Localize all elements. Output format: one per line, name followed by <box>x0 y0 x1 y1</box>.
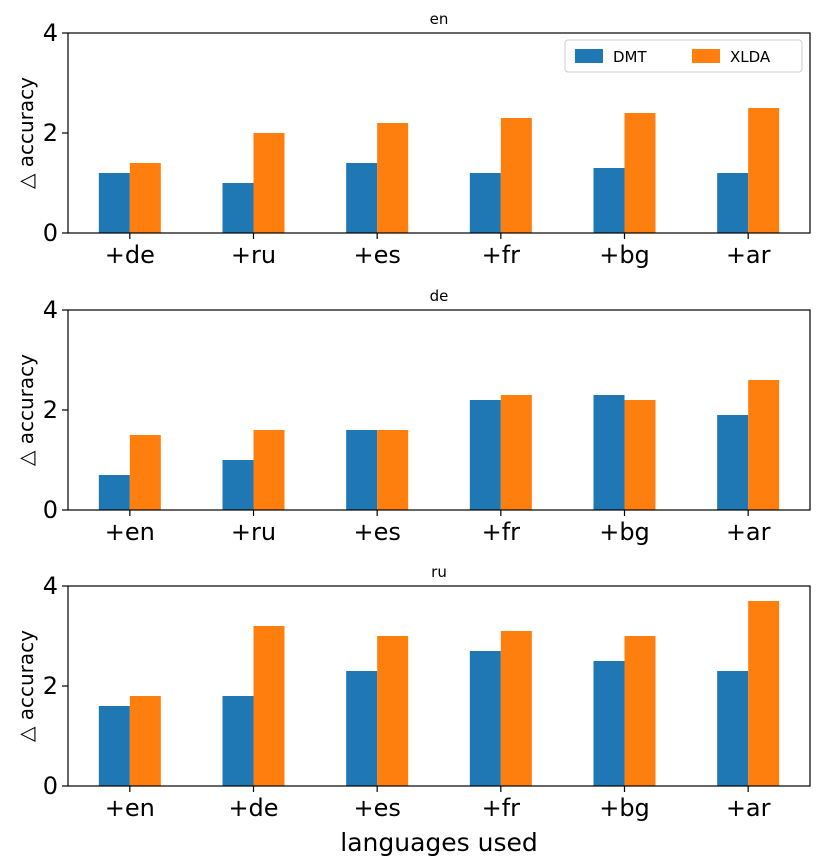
bar-xlda-fr <box>500 395 532 510</box>
x-tick-label: +fr <box>482 794 521 822</box>
y-tick-label: 0 <box>43 219 58 247</box>
x-tick-label: +ar <box>726 241 771 269</box>
x-tick-label: +fr <box>482 241 521 269</box>
x-tick-label: +es <box>353 241 400 269</box>
subplot-ru: 0 2 4 +en +de +es +fr +bg +ar ru △ accuracy languag… <box>14 563 811 857</box>
bar-dmt-fr <box>469 400 501 510</box>
bar-dmt-de <box>222 696 254 786</box>
plot-frame <box>67 585 811 787</box>
bar-dmt-fr <box>469 173 501 233</box>
x-tick-label: +en <box>105 794 155 822</box>
bar-xlda-ar <box>748 380 780 510</box>
x-tick-label: +bg <box>599 794 650 822</box>
bar-dmt-es <box>346 163 378 233</box>
x-tick-label: +fr <box>482 518 521 546</box>
x-tick-label: +ru <box>231 518 276 546</box>
y-tick-label: 2 <box>43 672 58 700</box>
y-tick-label: 0 <box>43 772 58 800</box>
x-tick-label: +ru <box>231 241 276 269</box>
bar-dmt-bg <box>593 661 625 786</box>
y-tick-label: 4 <box>43 572 58 600</box>
bar-xlda-fr <box>500 118 532 233</box>
bar-xlda-fr <box>500 631 532 786</box>
bar-xlda-en <box>129 435 161 510</box>
bar-xlda-de <box>253 626 285 786</box>
y-tick-label: 2 <box>43 119 58 147</box>
bar-xlda-bg <box>624 400 656 510</box>
bar-dmt-en <box>98 475 130 510</box>
subplot-title: de <box>430 287 449 305</box>
x-tick-label: +es <box>353 518 400 546</box>
legend: DMT XLDA <box>564 39 803 73</box>
bar-dmt-ru <box>222 183 254 233</box>
bar-dmt-bg <box>593 395 625 510</box>
bar-xlda-es <box>377 123 409 233</box>
x-axis-label: languages used <box>340 828 538 857</box>
bar-xlda-en <box>129 696 161 786</box>
legend-label-xlda: XLDA <box>730 48 771 66</box>
legend-swatch-dmt <box>575 49 603 63</box>
x-tick-label: +en <box>105 518 155 546</box>
bar-dmt-ar <box>717 415 749 510</box>
bar-dmt-ar <box>717 671 749 786</box>
y-axis-label: △ accuracy <box>14 630 38 742</box>
bar-xlda-es <box>377 430 409 510</box>
bar-xlda-bg <box>624 636 656 786</box>
y-tick-label: 4 <box>43 19 58 47</box>
subplot-en: 0 2 4 +de +ru +es +fr +bg +ar en △ accuracy DMT XLDA <box>14 10 811 269</box>
bar-dmt-ar <box>717 173 749 233</box>
legend-swatch-xlda <box>692 49 720 63</box>
y-axis-label: △ accuracy <box>14 77 38 189</box>
subplot-title: en <box>430 10 449 28</box>
bar-dmt-de <box>98 173 130 233</box>
y-tick-label: 2 <box>43 396 58 424</box>
bar-dmt-es <box>346 430 378 510</box>
bar-dmt-bg <box>593 168 625 233</box>
legend-box <box>564 39 803 73</box>
y-tick-label: 4 <box>43 296 58 324</box>
plot-frame <box>67 309 811 511</box>
bar-dmt-es <box>346 671 378 786</box>
bar-dmt-en <box>98 706 130 786</box>
x-tick-label: +ar <box>726 794 771 822</box>
x-tick-label: +es <box>353 794 400 822</box>
x-tick-label: +bg <box>599 241 650 269</box>
bar-dmt-fr <box>469 651 501 786</box>
subplot-de: 0 2 4 +en +ru +es +fr +bg +ar de △ accuracy <box>14 287 811 546</box>
x-tick-label: +ar <box>726 518 771 546</box>
x-tick-label: +bg <box>599 518 650 546</box>
bar-xlda-ru <box>253 430 285 510</box>
bar-xlda-ru <box>253 133 285 233</box>
bar-xlda-bg <box>624 113 656 233</box>
subplot-title: ru <box>431 563 447 581</box>
x-tick-label: +de <box>228 794 278 822</box>
y-tick-label: 0 <box>43 496 58 524</box>
y-axis-label: △ accuracy <box>14 354 38 466</box>
bar-xlda-ar <box>748 601 780 786</box>
bar-xlda-de <box>129 163 161 233</box>
bar-xlda-es <box>377 636 409 786</box>
bar-dmt-ru <box>222 460 254 510</box>
bar-xlda-ar <box>748 108 780 233</box>
legend-label-dmt: DMT <box>613 48 647 66</box>
x-tick-label: +de <box>105 241 155 269</box>
